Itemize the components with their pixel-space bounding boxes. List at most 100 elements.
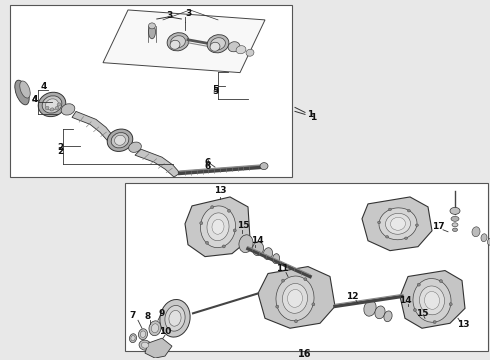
- Ellipse shape: [481, 234, 487, 242]
- Ellipse shape: [440, 280, 442, 283]
- Ellipse shape: [276, 305, 279, 308]
- Ellipse shape: [288, 289, 302, 307]
- Text: 12: 12: [346, 292, 358, 301]
- Text: 4: 4: [32, 95, 38, 104]
- Ellipse shape: [391, 217, 406, 230]
- Ellipse shape: [45, 107, 49, 109]
- Ellipse shape: [452, 228, 458, 231]
- Ellipse shape: [222, 245, 225, 248]
- Ellipse shape: [228, 42, 240, 52]
- Ellipse shape: [364, 301, 376, 316]
- Text: 11: 11: [276, 264, 288, 273]
- Ellipse shape: [139, 329, 147, 339]
- Ellipse shape: [50, 108, 54, 111]
- Text: 2: 2: [57, 147, 63, 156]
- Ellipse shape: [449, 303, 452, 306]
- Text: 6: 6: [205, 162, 211, 171]
- Ellipse shape: [282, 283, 308, 313]
- Text: 3: 3: [166, 11, 172, 20]
- Polygon shape: [185, 197, 250, 257]
- Ellipse shape: [384, 311, 392, 322]
- Ellipse shape: [424, 292, 440, 309]
- Polygon shape: [258, 266, 335, 328]
- Ellipse shape: [304, 278, 307, 281]
- Ellipse shape: [451, 216, 459, 221]
- Ellipse shape: [472, 227, 480, 237]
- Polygon shape: [362, 197, 432, 251]
- Polygon shape: [72, 111, 114, 141]
- Ellipse shape: [386, 235, 389, 238]
- Ellipse shape: [15, 80, 29, 105]
- Ellipse shape: [20, 81, 30, 98]
- Text: 17: 17: [432, 222, 444, 231]
- Ellipse shape: [148, 25, 155, 39]
- Ellipse shape: [450, 207, 460, 214]
- Ellipse shape: [170, 40, 180, 49]
- Ellipse shape: [417, 283, 420, 286]
- Ellipse shape: [57, 103, 61, 106]
- Ellipse shape: [264, 248, 272, 260]
- Ellipse shape: [46, 99, 58, 110]
- Ellipse shape: [142, 342, 148, 348]
- Ellipse shape: [42, 96, 62, 113]
- Text: 10: 10: [159, 327, 171, 336]
- Ellipse shape: [239, 235, 253, 253]
- Text: 3: 3: [185, 9, 191, 18]
- Ellipse shape: [375, 306, 385, 319]
- Text: 6: 6: [205, 158, 211, 167]
- Ellipse shape: [416, 224, 418, 226]
- Ellipse shape: [246, 49, 254, 56]
- Text: 14: 14: [399, 296, 411, 305]
- Ellipse shape: [386, 213, 411, 234]
- Ellipse shape: [252, 242, 264, 256]
- Ellipse shape: [389, 208, 392, 211]
- Text: 2: 2: [57, 143, 63, 152]
- Ellipse shape: [207, 35, 229, 53]
- Ellipse shape: [379, 208, 417, 240]
- Ellipse shape: [171, 36, 185, 48]
- Ellipse shape: [211, 206, 214, 209]
- Text: 5: 5: [212, 87, 218, 96]
- Text: 13: 13: [457, 320, 469, 329]
- Ellipse shape: [312, 303, 315, 306]
- Text: 13: 13: [214, 186, 226, 195]
- Ellipse shape: [55, 107, 59, 109]
- Text: 4: 4: [41, 82, 48, 91]
- Ellipse shape: [405, 237, 408, 239]
- Text: 15: 15: [237, 221, 249, 230]
- Ellipse shape: [167, 33, 189, 51]
- Ellipse shape: [131, 336, 135, 341]
- Ellipse shape: [488, 238, 490, 245]
- Ellipse shape: [414, 309, 416, 311]
- Ellipse shape: [165, 305, 185, 331]
- Ellipse shape: [206, 241, 209, 244]
- Ellipse shape: [149, 321, 161, 336]
- Ellipse shape: [151, 324, 159, 333]
- Ellipse shape: [200, 222, 203, 225]
- Text: 8: 8: [145, 312, 151, 321]
- Polygon shape: [400, 271, 465, 328]
- Ellipse shape: [140, 331, 146, 337]
- Text: 15: 15: [416, 309, 428, 318]
- Ellipse shape: [129, 334, 137, 343]
- Ellipse shape: [169, 310, 181, 326]
- Ellipse shape: [282, 279, 285, 282]
- Text: 1: 1: [310, 113, 316, 122]
- Ellipse shape: [61, 104, 75, 115]
- Text: 16: 16: [298, 349, 312, 359]
- Ellipse shape: [107, 129, 133, 152]
- Ellipse shape: [160, 300, 190, 337]
- Ellipse shape: [200, 206, 236, 248]
- Polygon shape: [103, 10, 265, 73]
- Ellipse shape: [227, 209, 230, 212]
- Ellipse shape: [233, 229, 236, 232]
- Ellipse shape: [148, 23, 155, 29]
- Ellipse shape: [236, 46, 246, 54]
- Bar: [125, 183, 488, 351]
- Ellipse shape: [272, 254, 280, 264]
- Ellipse shape: [115, 135, 125, 145]
- Ellipse shape: [378, 221, 381, 224]
- Ellipse shape: [452, 223, 458, 227]
- Text: 9: 9: [159, 309, 165, 318]
- Ellipse shape: [139, 340, 151, 350]
